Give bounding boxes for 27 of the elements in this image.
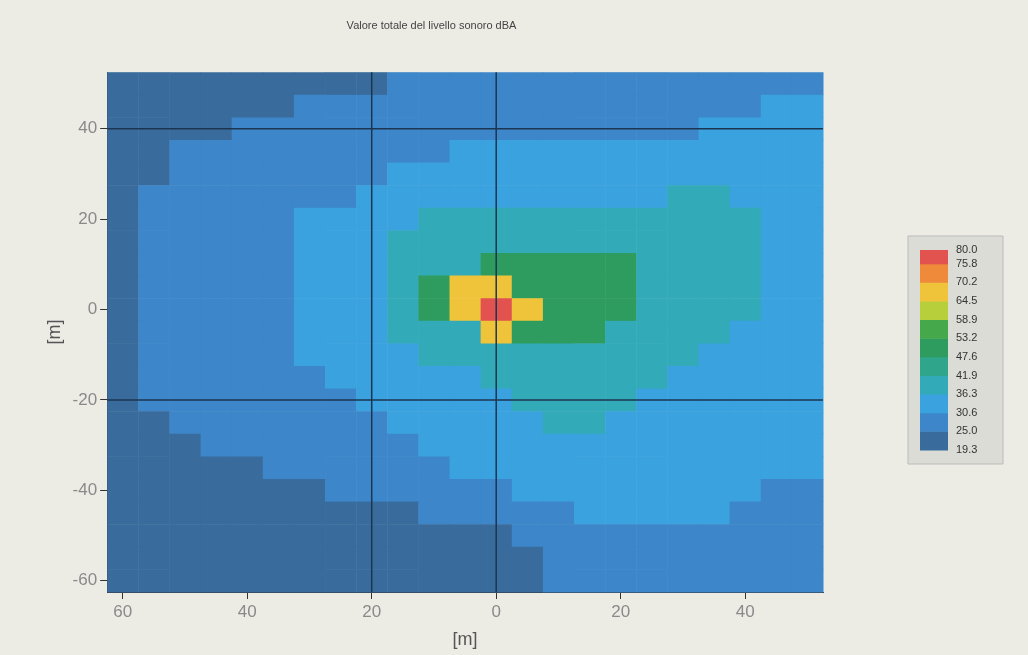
color-bar-label: 70.2 — [956, 275, 978, 288]
x-axis-title: [m] — [452, 629, 478, 650]
x-tick-label: 40 — [237, 601, 257, 621]
x-tick-label: 20 — [362, 601, 382, 621]
color-bar-label: 30.6 — [956, 405, 978, 418]
color-bar-label: 47.6 — [956, 349, 978, 362]
x-tick-label: 60 — [113, 601, 133, 621]
y-tick-label: -20 — [72, 389, 98, 409]
y-tick-label: 0 — [87, 299, 98, 319]
color-bar-label: 25.0 — [956, 424, 978, 437]
y-tick-label: 40 — [78, 118, 98, 138]
color-bar-label: 53.2 — [956, 331, 978, 344]
y-tick-label: 20 — [78, 208, 98, 228]
x-tick-label: 0 — [491, 601, 501, 621]
y-axis-title: [m] — [43, 319, 64, 345]
color-bar-label: 19.3 — [956, 443, 978, 456]
color-bar-label: 41.9 — [956, 368, 978, 381]
x-tick-label: 40 — [735, 601, 755, 621]
chart-title: Valore totale del livello sonoro dBA — [346, 18, 518, 31]
color-bar-label: 80.0 — [956, 243, 978, 256]
color-bar-label: 36.3 — [956, 387, 978, 400]
color-bar-label: 58.9 — [956, 312, 978, 325]
y-tick-label: -60 — [72, 570, 98, 590]
color-bar-label: 64.5 — [956, 294, 978, 307]
y-tick-label: -40 — [72, 479, 98, 499]
color-bar-label: 75.8 — [956, 256, 978, 269]
x-tick-label: 20 — [611, 601, 631, 621]
